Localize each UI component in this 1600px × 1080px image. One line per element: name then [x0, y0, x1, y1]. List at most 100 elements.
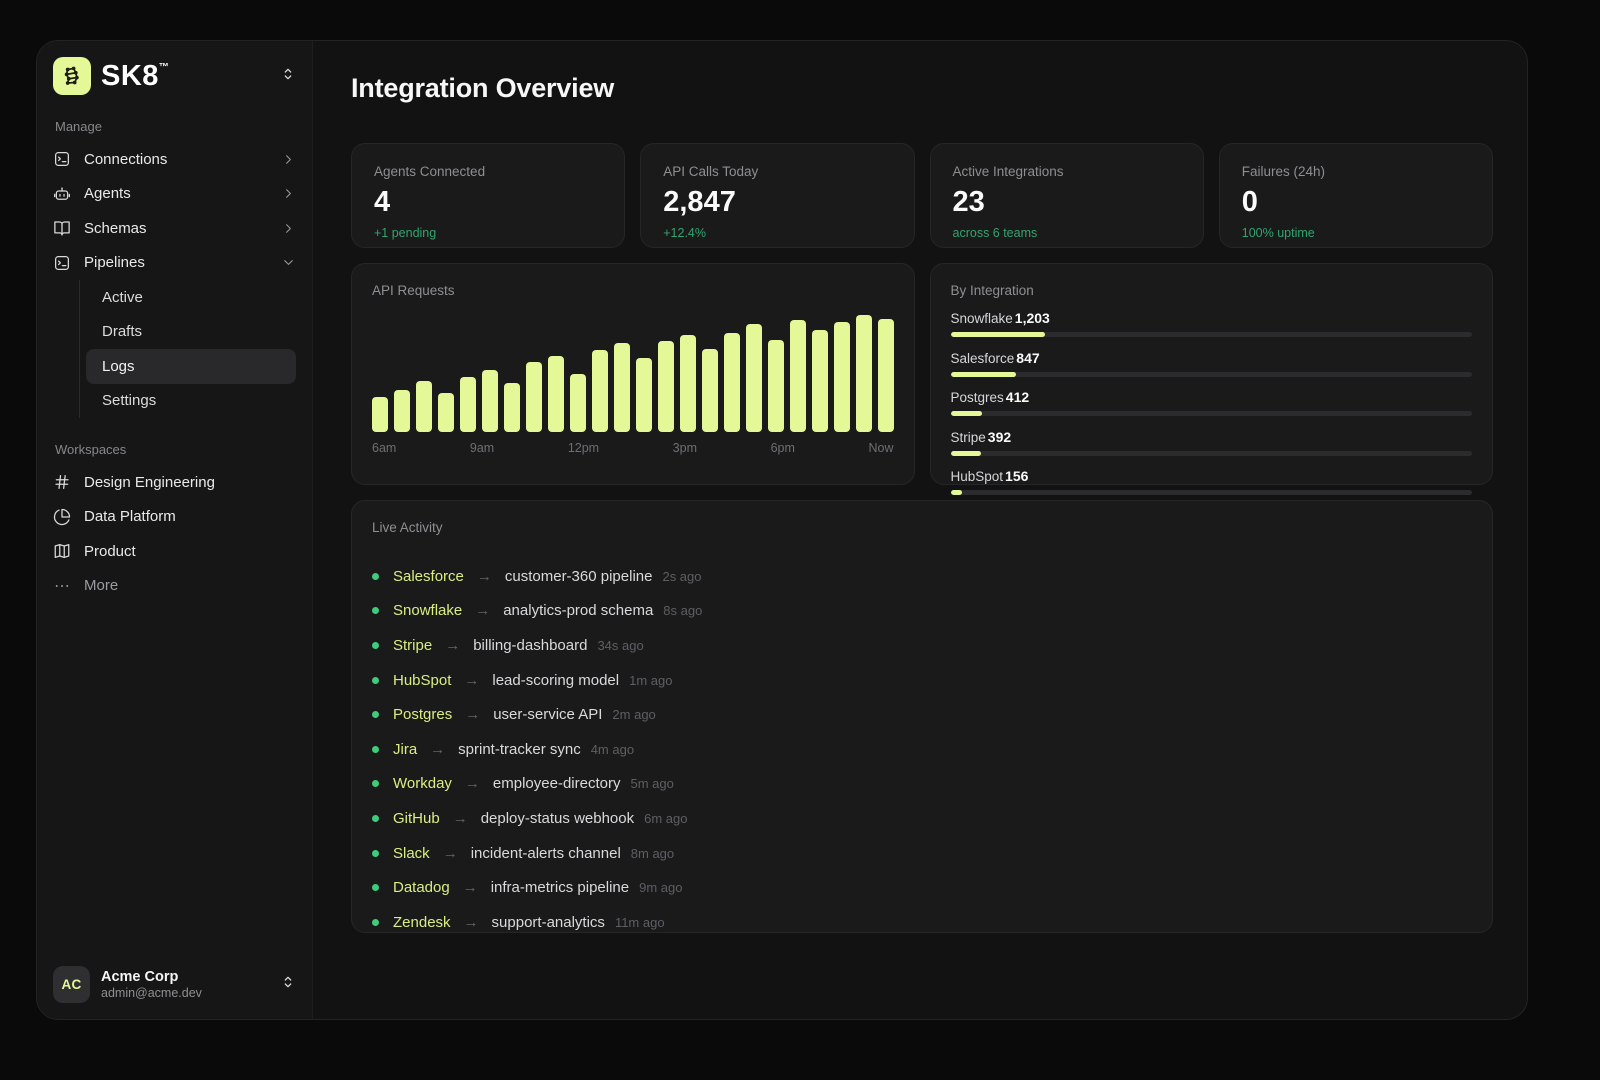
activity-source: Salesforce [393, 567, 464, 585]
progress-fill [950, 332, 1045, 337]
progress-track [950, 490, 1472, 495]
bar [811, 330, 828, 432]
integration-value: 156 [1005, 468, 1029, 484]
activity-target: support-analytics [491, 913, 605, 931]
x-tick-label: 9am [469, 441, 495, 455]
sidebar-item-schemas[interactable]: Schemas [53, 211, 296, 246]
activity-source: Slack [393, 844, 430, 862]
pie-chart-icon [53, 508, 71, 525]
stat-cards: Agents Connected 4 +1 pending API Calls … [351, 143, 1493, 248]
bar [372, 396, 388, 432]
brand-name: SK8™ [101, 59, 170, 92]
sidebar-item-more[interactable]: More [53, 569, 296, 604]
activity-target: billing-dashboard [473, 636, 588, 654]
chevrons-up-down-icon [284, 68, 292, 79]
subitem-label: Logs [102, 357, 135, 375]
x-tick-label: Now [868, 441, 894, 455]
stat-label: Agents Connected [374, 164, 486, 179]
nav-item-label: Product [84, 542, 136, 560]
sidebar-item-pipelines[interactable]: Pipelines [53, 246, 296, 281]
bar [657, 340, 674, 432]
x-tick-label: 3pm [672, 441, 697, 455]
user-menu[interactable]: AC Acme Corp admin@acme.dev [37, 950, 312, 1019]
sidebar-item-data-platform[interactable]: Data Platform [53, 500, 296, 535]
activity-time: 34s ago [597, 637, 644, 653]
terminal-square-icon [54, 152, 70, 167]
activity-time: 9m ago [639, 880, 683, 896]
book-open-icon [54, 221, 70, 236]
activity-target: user-service API [493, 706, 603, 724]
stat-card-active-integrations: Active Integrations 23 across 6 teams [929, 143, 1204, 248]
sidebar-item-drafts[interactable]: Drafts [86, 315, 296, 350]
nav-section-label: Workspaces [55, 442, 127, 457]
arrow-right-icon: → [476, 567, 492, 585]
activity-target: analytics-prod schema [503, 602, 654, 620]
integration-row-stripe: Stripe 392 [950, 429, 1472, 456]
progress-fill [950, 411, 983, 416]
bar-chart [372, 315, 894, 432]
nav-section-label: Manage [55, 119, 102, 134]
integration-value: 1,203 [1014, 310, 1050, 326]
activity-row-stripe: Stripe → billing-dashboard 34s ago [372, 628, 1472, 663]
stat-subtext: across 6 teams [952, 226, 1038, 240]
live-activity-card: Live Activity Salesforce → customer-360 … [351, 500, 1493, 933]
brand: SK8™ [37, 41, 312, 95]
x-tick-label: 6am [372, 441, 397, 455]
user-switcher-button[interactable] [280, 974, 296, 995]
arrow-right-icon: → [465, 706, 481, 724]
sidebar-item-agents[interactable]: Agents [53, 177, 296, 212]
main-content: Integration Overview Agents Connected 4 … [313, 41, 1527, 1019]
stat-subtext: 100% uptime [1241, 226, 1315, 240]
subnav: Active Drafts Logs Settings [79, 280, 296, 418]
bar [877, 318, 894, 432]
integration-value: 412 [1005, 389, 1030, 405]
subitem-label: Drafts [102, 323, 143, 341]
status-dot-icon [372, 676, 379, 684]
api-requests-card: API Requests 6am 9am 12pm 3pm 6pm Now [351, 263, 915, 485]
bar [833, 322, 850, 432]
activity-source: Postgres [393, 706, 453, 724]
arrow-right-icon: → [452, 809, 468, 827]
activity-time: 8s ago [663, 603, 703, 619]
activity-target: sprint-tracker sync [458, 740, 581, 758]
integration-value: 847 [1016, 349, 1040, 366]
status-dot-icon [372, 849, 379, 857]
page-title: Integration Overview [351, 73, 615, 103]
progress-track [950, 332, 1472, 337]
activity-row-salesforce: Salesforce → customer-360 pipeline 2s ag… [372, 559, 1472, 594]
progress-fill [950, 490, 962, 495]
activity-target: employee-directory [492, 775, 621, 793]
status-dot-icon [372, 745, 379, 753]
activity-source: Datadog [393, 879, 450, 897]
bar [701, 348, 718, 432]
bar [679, 334, 696, 432]
sidebar-item-logs[interactable]: Logs [86, 349, 296, 384]
chevron-right-icon [286, 189, 291, 199]
map-icon [54, 544, 70, 559]
stat-label: Active Integrations [952, 164, 1064, 179]
sidebar-item-connections[interactable]: Connections [53, 142, 296, 177]
sidebar-item-product[interactable]: Product [53, 534, 296, 569]
integration-name: Salesforce [950, 350, 1015, 366]
progress-track [950, 411, 1472, 416]
bar [613, 343, 630, 432]
org-switcher-button[interactable] [280, 66, 296, 87]
arrow-right-icon: → [463, 913, 479, 931]
progress-track [950, 371, 1472, 377]
progress-fill [950, 371, 1017, 377]
status-dot-icon [372, 572, 379, 580]
integration-rows: Snowflake 1,203 Salesforce 847 Postgres … [950, 310, 1472, 495]
sidebar-nav: Manage Connections Agents Schemas Pipelines A… [37, 95, 312, 950]
user-email: admin@acme.dev [101, 986, 202, 1000]
activity-row-github: GitHub → deploy-status webhook 6m ago [372, 801, 1472, 836]
activity-target: lead-scoring model [492, 671, 620, 689]
stat-value: 4 [374, 186, 391, 218]
nav-item-label: Connections [84, 150, 168, 168]
sidebar-item-design-engineering[interactable]: Design Engineering [53, 465, 296, 500]
sidebar-item-active[interactable]: Active [86, 280, 296, 315]
brand-logo [53, 57, 91, 95]
user-name: Acme Corp [101, 969, 179, 985]
bar [459, 377, 476, 432]
bar [437, 393, 454, 432]
sidebar-item-settings[interactable]: Settings [86, 384, 296, 419]
